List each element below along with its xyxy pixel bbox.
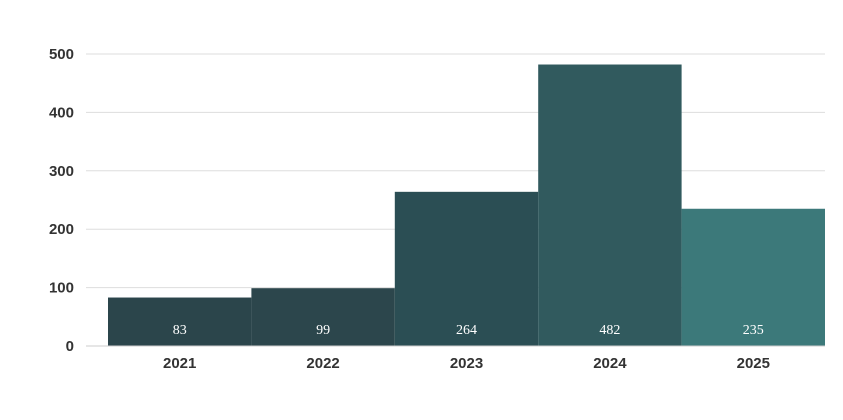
x-axis-ticks: 2021 2022 2023 2024 2025 — [86, 345, 825, 372]
bars — [108, 64, 825, 347]
bar — [108, 297, 252, 346]
y-tick-label: 500 — [49, 46, 74, 63]
bar-value-label: 482 — [599, 323, 620, 338]
x-tick-label: 2024 — [593, 355, 627, 372]
bar — [251, 288, 395, 346]
bar — [538, 64, 682, 347]
x-tick-label: 2021 — [163, 355, 196, 372]
y-tick-label: 300 — [49, 163, 74, 180]
x-tick-label: 2025 — [737, 355, 770, 372]
bar-value-label: 99 — [316, 323, 330, 338]
x-tick-label: 2022 — [306, 355, 339, 372]
y-tick-label: 100 — [49, 280, 74, 297]
x-tick-label: 2023 — [450, 355, 483, 372]
y-tick-label: 200 — [49, 221, 74, 238]
y-tick-label: 0 — [66, 338, 74, 355]
bar-value-label: 83 — [173, 323, 187, 338]
bar-value-label: 264 — [456, 323, 477, 338]
bar — [394, 191, 539, 346]
y-tick-label: 400 — [49, 104, 74, 121]
y-axis-ticks: 0 100 200 300 400 500 — [49, 46, 74, 355]
bar — [681, 208, 825, 346]
bar-data-labels: 83 99 264 482 235 — [173, 323, 764, 338]
bar-value-label: 235 — [743, 323, 764, 338]
